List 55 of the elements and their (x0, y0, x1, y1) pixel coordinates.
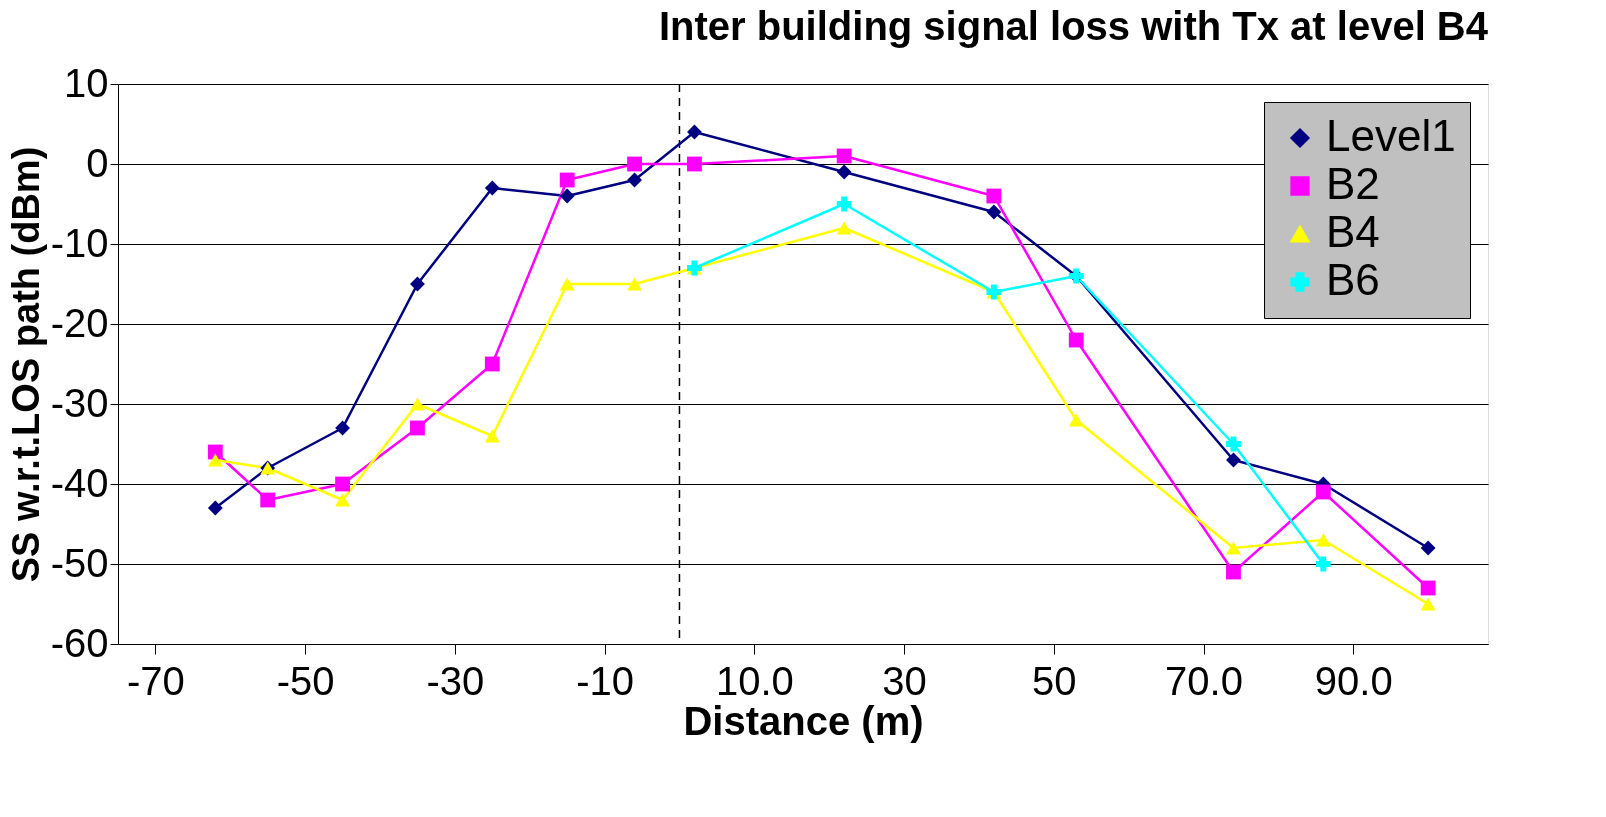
y-tick-label: -20 (50, 300, 109, 345)
point (836, 196, 852, 212)
point (335, 493, 351, 507)
point (335, 420, 351, 436)
legend-label: B4 (1326, 207, 1380, 256)
point (484, 429, 500, 443)
point (1315, 556, 1331, 572)
y-tick-label: 10 (64, 60, 109, 105)
x-tick-label: -10 (576, 658, 635, 703)
point (1315, 533, 1331, 547)
point (484, 180, 500, 196)
y-tick-label: -30 (50, 380, 109, 425)
x-tick-label: -50 (276, 658, 335, 703)
x-tick-label: 90.0 (1314, 658, 1393, 703)
point (559, 277, 575, 291)
y-tick-label: -50 (50, 540, 109, 585)
point (986, 188, 1002, 204)
point (1226, 436, 1241, 452)
point (410, 397, 425, 411)
y-tick-label: -60 (50, 620, 109, 665)
point (836, 164, 852, 180)
point (836, 148, 852, 164)
point (1315, 484, 1331, 500)
point (986, 204, 1002, 220)
point (1420, 580, 1436, 596)
point (207, 500, 223, 516)
point (687, 156, 702, 172)
point (1420, 540, 1436, 556)
y-tick-label: -10 (50, 220, 109, 265)
x-tick-label: -70 (127, 658, 185, 703)
point (559, 188, 575, 204)
x-tick-label: 50 (1032, 658, 1077, 703)
point (1068, 413, 1084, 427)
point (1226, 541, 1241, 555)
point (335, 476, 351, 492)
legend-label: B2 (1326, 159, 1380, 208)
point (484, 356, 500, 372)
point (627, 277, 642, 291)
chart-title: Inter building signal loss with Tx at level B4 (658, 4, 1489, 48)
x-tick-label: -30 (426, 658, 485, 703)
legend-label: Level1 (1326, 111, 1456, 160)
y-tick-label: -40 (50, 460, 109, 505)
point (1226, 564, 1241, 580)
y-axis-title: SS w.r.t.LOS path (dBm) (4, 146, 47, 583)
point (627, 156, 642, 172)
point (410, 420, 425, 436)
point (1420, 597, 1436, 611)
point (260, 492, 276, 508)
legend-label: B6 (1326, 255, 1380, 304)
point (836, 221, 852, 235)
point (559, 172, 575, 188)
y-tick-label: 0 (86, 140, 109, 185)
point (207, 453, 223, 467)
point (1068, 332, 1084, 348)
x-tick-label: 70.0 (1165, 658, 1243, 703)
